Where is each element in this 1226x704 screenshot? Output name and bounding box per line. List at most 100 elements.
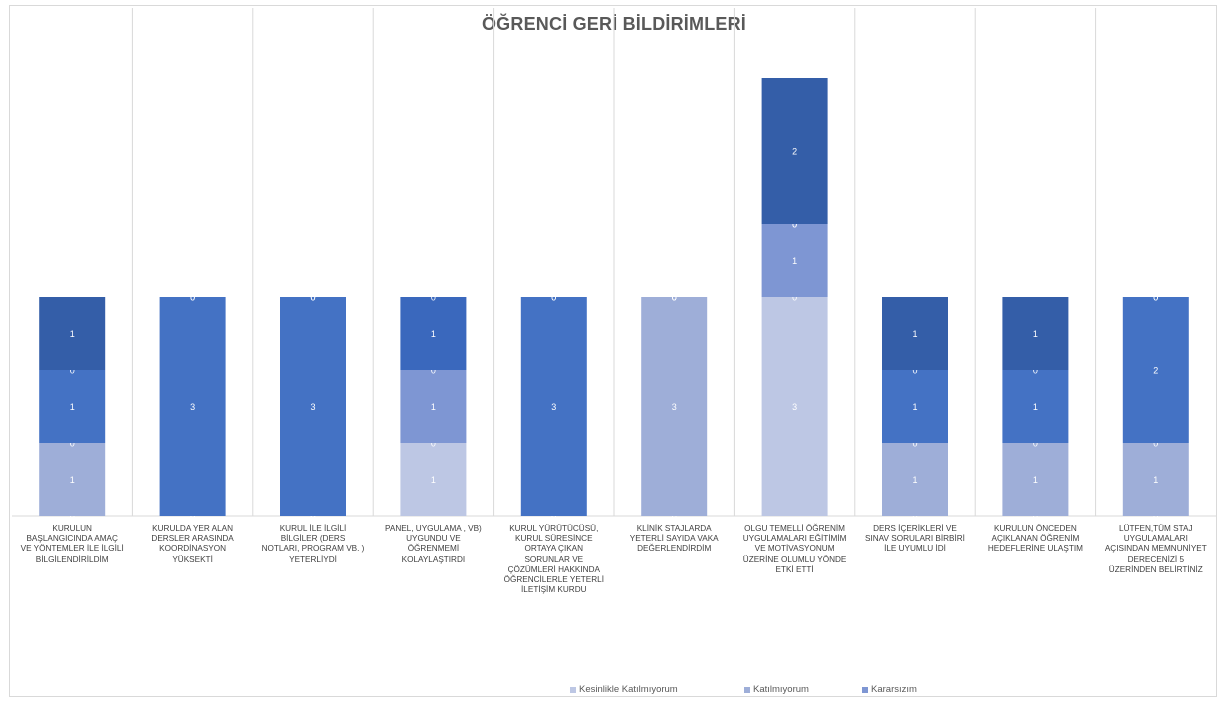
legend-label: Kararsızım bbox=[871, 684, 917, 695]
data-label: 1 bbox=[431, 329, 436, 339]
category-label: PANEL, UYGULAMA , VB) UYGUNDU VE ÖĞRENME… bbox=[385, 524, 482, 564]
data-label: 1 bbox=[70, 329, 75, 339]
data-label: 1 bbox=[70, 475, 75, 485]
bar-segment bbox=[761, 78, 828, 224]
bar-segment bbox=[761, 297, 828, 516]
category-label: DERS İÇERİKLERİ VE SINAV SORULARI BİRBİR… bbox=[865, 524, 965, 554]
data-label: 0 bbox=[190, 512, 195, 522]
data-label: 1 bbox=[431, 475, 436, 485]
legend-item: Kararsızım bbox=[862, 684, 917, 695]
data-label: 1 bbox=[431, 402, 436, 412]
data-label: 3 bbox=[792, 402, 797, 412]
data-label: 1 bbox=[1153, 475, 1158, 485]
data-label: 0 bbox=[912, 439, 917, 449]
data-label: 0 bbox=[1153, 293, 1158, 303]
data-label: 0 bbox=[672, 293, 677, 303]
data-label: 1 bbox=[912, 402, 917, 412]
bar-segment bbox=[641, 297, 708, 516]
data-label: 0 bbox=[551, 512, 556, 522]
data-label: 0 bbox=[912, 512, 917, 522]
category-label: KLİNİK STAJLARDA YETERLİ SAYIDA VAKA DEĞ… bbox=[629, 524, 719, 554]
legend-item: Kesinlikle Katılmıyorum bbox=[570, 684, 678, 695]
data-label: 0 bbox=[1033, 512, 1038, 522]
data-label: 0 bbox=[70, 512, 75, 522]
data-label: 0 bbox=[431, 439, 436, 449]
legend-swatch bbox=[570, 686, 576, 693]
bar-segment bbox=[400, 443, 467, 516]
data-label: 0 bbox=[551, 512, 556, 522]
bar-segment bbox=[159, 297, 226, 516]
bar-segment bbox=[1122, 443, 1189, 516]
bar-segment bbox=[39, 297, 106, 370]
legend-label: Katılmıyorum bbox=[753, 684, 809, 695]
bar-segment bbox=[882, 443, 948, 516]
legend-swatch bbox=[862, 686, 868, 693]
data-label: 1 bbox=[912, 475, 917, 485]
bar-segment bbox=[39, 370, 106, 443]
plot-area: 0101010003000003001010100003000300003010… bbox=[12, 8, 1216, 522]
category-label: KURUL YÜRÜTÜCÜSÜ, KURUL SÜRESİNCE ORTAYA… bbox=[503, 524, 604, 595]
data-label: 0 bbox=[190, 512, 195, 522]
bar-segment bbox=[1002, 443, 1069, 516]
data-label: 1 bbox=[1033, 329, 1038, 339]
data-label: 0 bbox=[1153, 512, 1158, 522]
bar-segment bbox=[1002, 370, 1069, 443]
data-label: 0 bbox=[310, 293, 315, 303]
data-label: 0 bbox=[551, 293, 556, 303]
bar-segment bbox=[761, 224, 828, 297]
bar-segment bbox=[280, 297, 346, 516]
category-label: LÜTFEN,TÜM STAJ UYGULAMALARI AÇISINDAN M… bbox=[1104, 524, 1207, 574]
bar-segment bbox=[520, 297, 587, 516]
data-label: 3 bbox=[310, 402, 315, 412]
data-label: 1 bbox=[1033, 475, 1038, 485]
data-label: 1 bbox=[70, 402, 75, 412]
data-label: 0 bbox=[310, 293, 315, 303]
data-label: 1 bbox=[792, 256, 797, 266]
bar-segment bbox=[882, 297, 948, 370]
data-label: 0 bbox=[70, 366, 75, 376]
bar-segment bbox=[1122, 297, 1189, 443]
data-label: 0 bbox=[672, 512, 677, 522]
category-label: KURULDA YER ALAN DERSLER ARASINDA KOORDİ… bbox=[151, 524, 234, 564]
data-label: 0 bbox=[1153, 293, 1158, 303]
data-label: 0 bbox=[672, 293, 677, 303]
legend-swatch bbox=[744, 686, 750, 693]
data-label: 0 bbox=[190, 293, 195, 303]
category-label: KURULUN BAŞLANGICINDA AMAÇ VE YÖNTEMLER … bbox=[20, 524, 124, 564]
data-label: 1 bbox=[1033, 402, 1038, 412]
bar-segment bbox=[400, 297, 467, 370]
data-label: 0 bbox=[912, 366, 917, 376]
data-label: 0 bbox=[1033, 366, 1038, 376]
bar-segment bbox=[39, 443, 106, 516]
data-label: 2 bbox=[792, 147, 797, 157]
data-label: 0 bbox=[792, 293, 797, 303]
data-label: 0 bbox=[792, 220, 797, 230]
data-label: 3 bbox=[190, 402, 195, 412]
category-label: OLGU TEMELLİ ÖĞRENİM UYGULAMALARI EĞİTİM… bbox=[742, 524, 847, 574]
data-label: 0 bbox=[551, 512, 556, 522]
data-label: 0 bbox=[551, 293, 556, 303]
data-label: 0 bbox=[190, 293, 195, 303]
data-label: 0 bbox=[431, 293, 436, 303]
data-label: 0 bbox=[310, 512, 315, 522]
data-label: 0 bbox=[70, 439, 75, 449]
data-label: 0 bbox=[672, 293, 677, 303]
data-label: 3 bbox=[672, 402, 677, 412]
category-label: KURULUN ÖNCEDEN AÇIKLANAN ÖĞRENİM HEDEFL… bbox=[987, 524, 1083, 554]
data-label: 0 bbox=[1033, 439, 1038, 449]
bar-segment bbox=[882, 370, 948, 443]
bar-segment bbox=[1002, 297, 1069, 370]
data-label: 1 bbox=[912, 329, 917, 339]
legend: Kesinlikle Katılmıyorum Katılmıyorum Karar… bbox=[10, 684, 1218, 698]
data-label: 3 bbox=[551, 402, 556, 412]
category-label: KURUL İLE İLGİLİ BİLGİLER (DERS NOTLARI,… bbox=[261, 524, 365, 564]
data-label: 0 bbox=[1153, 439, 1158, 449]
data-label: 0 bbox=[792, 220, 797, 230]
data-label: 0 bbox=[310, 512, 315, 522]
legend-label: Kesinlikle Katılmıyorum bbox=[579, 684, 678, 695]
data-label: 0 bbox=[431, 366, 436, 376]
data-label: 0 bbox=[190, 512, 195, 522]
data-label: 0 bbox=[310, 512, 315, 522]
data-label: 0 bbox=[672, 293, 677, 303]
